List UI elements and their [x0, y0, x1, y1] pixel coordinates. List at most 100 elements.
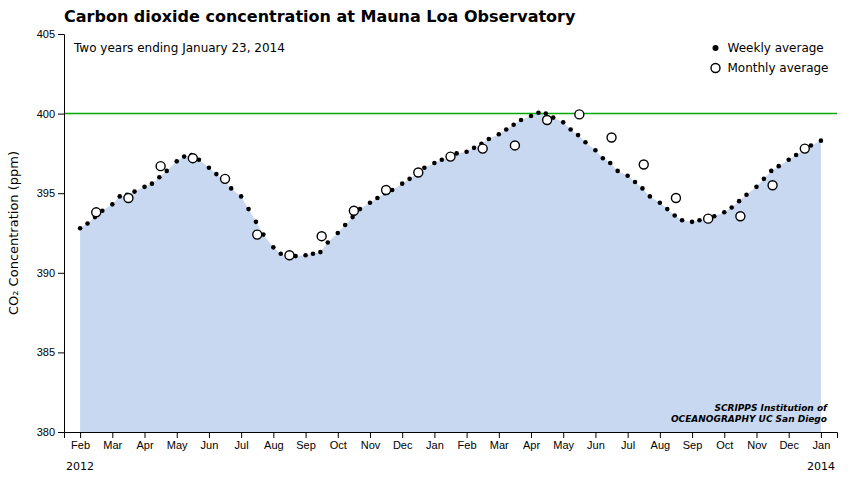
x-tick: Jul	[235, 432, 249, 451]
x-tick-label: Aug	[651, 439, 671, 451]
y-tick-label: 400	[37, 108, 55, 120]
series-hline	[64, 113, 837, 114]
open-point	[575, 110, 584, 119]
y-tick-mark	[58, 432, 64, 433]
open-point	[317, 232, 326, 241]
open-point	[543, 115, 552, 124]
y-tick-mark	[58, 193, 64, 194]
y-tick-label: 405	[37, 28, 55, 40]
point	[432, 161, 437, 166]
point	[536, 111, 541, 116]
x-tick: Mar	[490, 432, 509, 451]
chart-svg: FebMarAprMayJunJulAugSepOctNovDecJanFebM…	[0, 0, 857, 494]
point	[690, 220, 695, 225]
x-tick-mark	[434, 432, 435, 438]
point	[529, 114, 534, 119]
point	[117, 194, 122, 199]
x-tick-label: Jun	[587, 439, 605, 451]
x-tick-mark	[80, 432, 81, 438]
point	[422, 165, 427, 170]
point	[576, 133, 581, 138]
x-tick: Aug	[651, 432, 671, 451]
point	[729, 205, 734, 210]
x-tick: Jan	[813, 432, 831, 451]
x-tick: Sep	[683, 432, 703, 451]
x-tick-mark	[241, 432, 242, 438]
x-tick: Feb	[458, 432, 477, 451]
point	[776, 164, 781, 169]
point	[464, 150, 469, 155]
point	[754, 185, 759, 190]
x-tick-label: Feb	[458, 439, 477, 451]
year-label: 2014	[807, 460, 835, 473]
point	[601, 156, 606, 161]
legend: Weekly averageMonthly average	[711, 41, 829, 75]
point	[794, 153, 799, 158]
x-tick-mark	[563, 432, 564, 438]
point	[665, 207, 670, 212]
x-tick-label: Oct	[716, 439, 733, 451]
open-point	[510, 141, 519, 150]
point	[229, 186, 234, 191]
open-point	[382, 186, 391, 195]
x-tick-mark	[112, 432, 113, 438]
x-tick: Feb	[71, 432, 90, 451]
x-tick-mark	[692, 432, 693, 438]
y-tick-label: 380	[37, 426, 55, 438]
chart-container: FebMarAprMayJunJulAugSepOctNovDecJanFebM…	[0, 0, 857, 494]
open-point	[704, 214, 713, 223]
x-tick-label: Dec	[779, 439, 799, 451]
x-tick: Jun	[201, 432, 219, 451]
x-tick: Apr	[523, 432, 540, 451]
y-axis: 380385390395400405	[37, 28, 65, 438]
point	[375, 196, 380, 201]
y-tick: 400	[37, 108, 64, 120]
point	[722, 210, 727, 215]
x-tick-mark	[821, 432, 822, 438]
point	[519, 118, 524, 123]
title: Carbon dioxide concentration at Mauna Lo…	[64, 7, 576, 26]
open-point	[92, 208, 101, 217]
x-axis: FebMarAprMayJunJulAugSepOctNovDecJanFebM…	[65, 432, 838, 451]
x-tick-mark	[402, 432, 403, 438]
open-point	[414, 168, 423, 177]
point	[254, 220, 259, 225]
point	[568, 127, 573, 132]
point	[271, 245, 276, 250]
open-point	[221, 174, 230, 183]
y-tick: 385	[37, 346, 64, 358]
y-tick-mark	[58, 114, 64, 115]
x-tick-label: May	[553, 439, 574, 451]
point	[157, 175, 162, 180]
series-scatter	[92, 110, 810, 260]
legend-label: Weekly average	[728, 41, 824, 55]
area-fill	[80, 113, 821, 432]
open-point	[607, 133, 616, 142]
x-tick-label: Jan	[813, 439, 831, 451]
watermark-line: OCEANOGRAPHY UC San Diego	[671, 414, 827, 424]
point	[744, 192, 749, 197]
x-tick-mark	[467, 432, 468, 438]
open-point	[156, 162, 165, 171]
point	[737, 199, 742, 204]
point	[150, 181, 155, 186]
y-tick-label: 385	[37, 346, 55, 358]
open-point	[639, 160, 648, 169]
x-tick-label: May	[167, 439, 188, 451]
point	[214, 172, 219, 177]
x-tick-label: Feb	[71, 439, 90, 451]
x-tick-mark	[660, 432, 661, 438]
x-tick: Apr	[136, 432, 153, 451]
x-tick-mark	[789, 432, 790, 438]
x-tick: Jan	[426, 432, 444, 451]
point	[640, 186, 645, 191]
y-axis-title: CO₂ Concentration (ppm)	[6, 151, 21, 315]
point	[697, 218, 702, 223]
x-tick: Oct	[330, 432, 347, 451]
point	[164, 169, 169, 174]
point	[511, 122, 516, 127]
x-tick: May	[167, 432, 188, 451]
x-tick-mark	[370, 432, 371, 438]
open-point	[478, 144, 487, 153]
x-tick-label: Dec	[393, 439, 413, 451]
